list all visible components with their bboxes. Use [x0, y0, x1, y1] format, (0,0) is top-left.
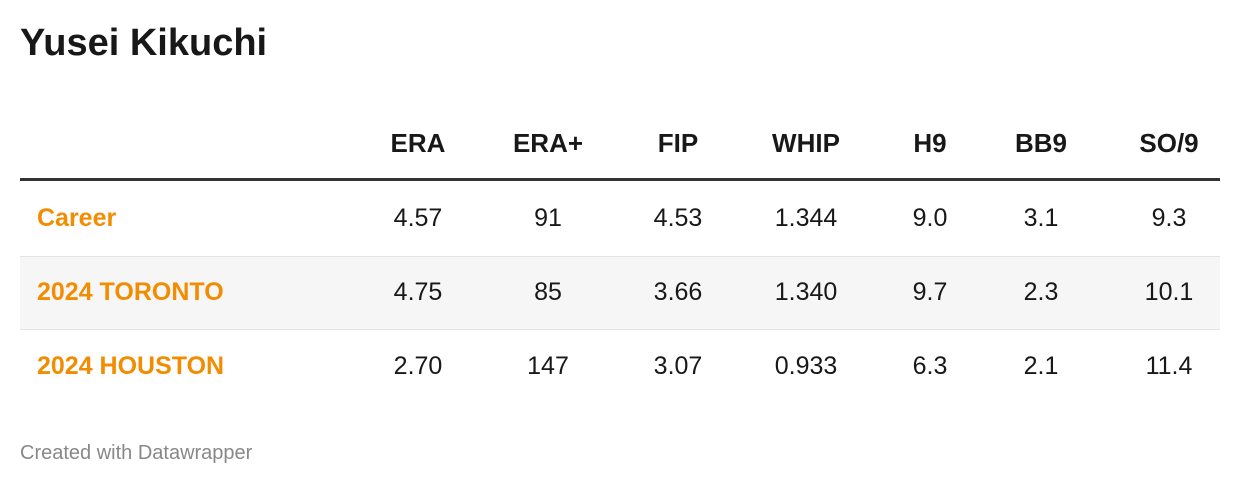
cell: 10.1 [1144, 278, 1194, 306]
column-header: H9 [913, 128, 947, 158]
column-header: WHIP [772, 128, 840, 158]
cell: 147 [527, 352, 569, 380]
cell: 4.75 [393, 278, 443, 306]
cell: 4.53 [653, 204, 703, 232]
column-header: BB9 [1014, 128, 1068, 158]
row-label: 2024 HOUSTON [37, 352, 225, 380]
cell: 3.66 [653, 278, 703, 306]
cell: 2.70 [393, 352, 443, 380]
column-header: FIP [657, 128, 699, 158]
cell: 3.07 [653, 352, 703, 380]
cell: 1.344 [774, 204, 838, 232]
cell: 6.3 [912, 352, 948, 380]
cell: 85 [534, 278, 562, 306]
cell: 9.3 [1151, 204, 1187, 232]
cell: 1.340 [774, 278, 838, 306]
column-header: ERA [390, 128, 446, 158]
cell: 4.57 [393, 204, 443, 232]
cell: 0.933 [774, 352, 838, 380]
footer: Created with Datawrapper [20, 442, 253, 464]
cell: 3.1 [1023, 204, 1059, 232]
title: Yusei Kikuchi [20, 22, 268, 64]
column-header: ERA+ [512, 128, 584, 158]
cell: 2.3 [1023, 278, 1059, 306]
row-label: 2024 TORONTO [37, 278, 224, 306]
cell: 9.7 [912, 278, 948, 306]
table-row [20, 256, 1220, 330]
cell: 9.0 [912, 204, 948, 232]
row-label: Career [37, 204, 117, 232]
column-header: SO/9 [1139, 128, 1199, 158]
header-rule [20, 178, 1220, 181]
cell: 91 [534, 204, 562, 232]
cell: 2.1 [1023, 352, 1059, 380]
cell: 11.4 [1145, 352, 1193, 380]
